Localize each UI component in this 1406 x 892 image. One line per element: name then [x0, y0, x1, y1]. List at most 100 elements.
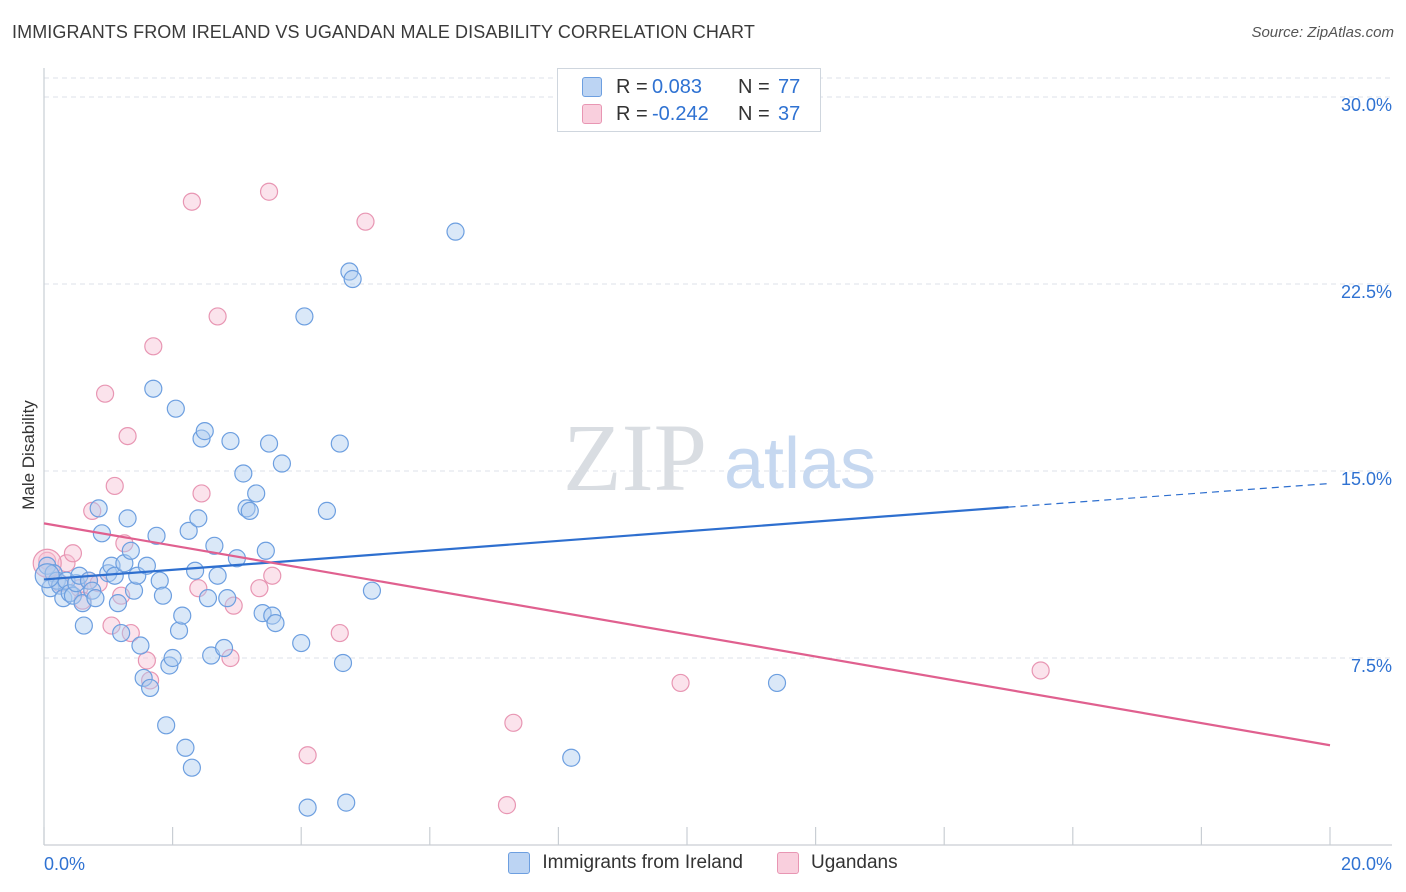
source-credit: Source: ZipAtlas.com [1251, 24, 1394, 41]
ireland-point [298, 798, 317, 817]
ugandans-point [1031, 661, 1050, 680]
ugandans-point [121, 623, 140, 643]
ugandans-point [671, 673, 690, 693]
ugandans-point [102, 616, 121, 635]
ugandans-point [330, 623, 349, 643]
legend-swatch-pink [582, 104, 602, 124]
r-label: R = [616, 75, 648, 98]
ireland-point [266, 613, 285, 633]
legend-row-ireland: R = 0.083 N = 77 [582, 75, 800, 99]
ugandans-point [182, 192, 201, 211]
ireland-point [137, 556, 156, 575]
ireland-point [330, 434, 349, 453]
ireland-point [179, 521, 198, 540]
ireland-point [112, 623, 131, 643]
ireland-point [214, 638, 234, 658]
trendlines [43, 482, 1331, 747]
series-legend: Immigrants from Ireland Ugandans [0, 852, 1406, 874]
n-value: 37 [778, 102, 801, 125]
ireland-point [333, 653, 353, 673]
ireland-point [118, 509, 137, 528]
ireland-point [153, 586, 173, 605]
legend-item-ugandans: Ugandans [777, 852, 898, 874]
r-label: R = [616, 102, 648, 125]
ireland-point [295, 307, 314, 326]
ugandans-point [137, 651, 156, 670]
ireland-point [247, 484, 266, 503]
ireland-point [60, 584, 79, 603]
ireland-point [163, 648, 182, 668]
ugandans-point [208, 307, 227, 326]
n-label: N = [738, 75, 770, 98]
y-tick-label: 7.5% [1351, 656, 1392, 676]
axes-layer [43, 68, 1392, 846]
legend-swatch-pink [777, 852, 799, 874]
ireland-point [131, 636, 150, 655]
ireland-point [173, 606, 192, 625]
ireland-point [317, 501, 337, 520]
legend-row-ugandans: R = -0.242 N = 37 [582, 102, 800, 126]
ugandans-trendline [43, 522, 1331, 747]
ireland-point [124, 581, 144, 600]
ireland-point [234, 464, 253, 483]
ugandans-point [497, 796, 517, 815]
ireland-cluster-point [34, 563, 60, 589]
legend-label: Ugandans [811, 852, 898, 873]
r-value: 0.083 [652, 75, 703, 98]
ireland-point [272, 454, 292, 473]
ireland-trendline-extension [1008, 482, 1331, 508]
ireland-point [343, 269, 362, 289]
ireland-point [198, 589, 218, 608]
ugandans-points [32, 182, 1050, 815]
ugandans-point [95, 384, 115, 403]
watermark: ZIP atlas [563, 404, 876, 511]
ireland-point [157, 716, 176, 735]
ugandans-point [144, 337, 163, 356]
ugandans-point [189, 579, 208, 598]
ireland-point [205, 536, 224, 555]
ugandans-point [504, 713, 523, 732]
legend-swatch-blue [508, 852, 531, 874]
legend-label: Immigrants from Ireland [542, 852, 743, 873]
ireland-point [108, 594, 128, 613]
ireland-point [221, 431, 240, 451]
ireland-point [446, 222, 465, 241]
ugandans-point [118, 426, 137, 446]
y-tick-label: 30.0% [1341, 95, 1392, 115]
watermark-zip: ZIP [563, 404, 707, 511]
ugandans-point [221, 648, 240, 668]
y-tick-label: 15.0% [1341, 469, 1392, 489]
ireland-point [74, 616, 93, 635]
y-tick-label: 22.5% [1341, 282, 1392, 302]
ireland-point [256, 541, 275, 560]
ireland-trendline [43, 506, 1009, 581]
ireland-point [208, 566, 227, 585]
ireland-point [150, 571, 169, 590]
ireland-point [362, 581, 382, 600]
ireland-point [292, 633, 311, 653]
ireland-point [259, 434, 279, 453]
n-value: 77 [778, 75, 801, 98]
legend-swatch-blue [582, 77, 602, 97]
ugandans-point [259, 182, 279, 201]
ugandans-point [224, 596, 243, 615]
r-value: -0.242 [652, 102, 709, 125]
x-tick-label: 0.0% [44, 854, 85, 874]
ireland-point [140, 678, 160, 698]
grid-layer [44, 77, 1392, 659]
ireland-point [134, 668, 153, 688]
ireland-point [337, 793, 356, 812]
ugandans-point [63, 544, 83, 563]
ireland-point [195, 422, 214, 441]
y-axis-label: Male Disability [19, 400, 38, 510]
ireland-point [218, 589, 237, 608]
ireland-point [166, 399, 185, 418]
ireland-point [144, 379, 163, 398]
legend-item-ireland: Immigrants from Ireland [508, 852, 743, 874]
ireland-point [176, 738, 195, 757]
ugandans-point [298, 746, 317, 765]
ugandans-point [250, 579, 269, 598]
ugandans-point [263, 566, 282, 585]
ireland-point [182, 758, 201, 777]
